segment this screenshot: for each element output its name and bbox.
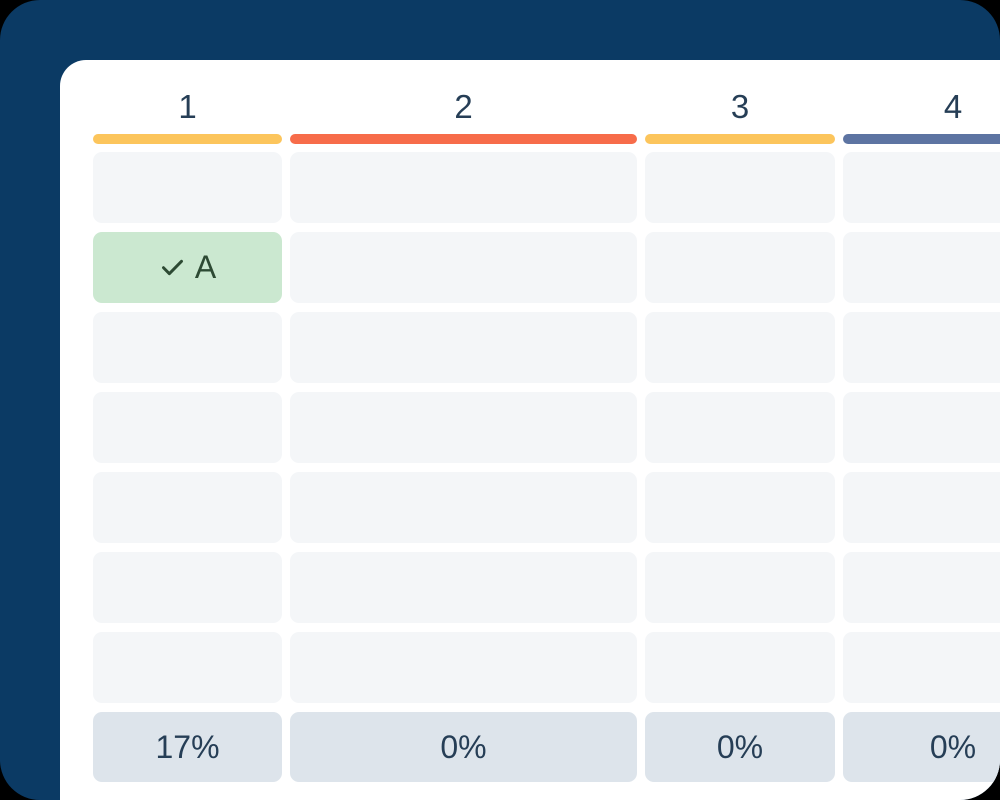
answer-cell[interactable] [93,312,282,383]
answer-cell[interactable] [290,312,637,383]
result-cell: 17% [93,712,282,782]
answer-cell[interactable] [290,632,637,703]
column-header-label: 3 [730,88,750,125]
answer-cell[interactable]: A [93,232,282,303]
answer-cell[interactable] [645,472,835,543]
column-header-label: 2 [454,88,473,125]
answer-cell[interactable] [93,632,282,703]
column-header-label: 1 [178,88,197,125]
answer-cell[interactable] [645,552,835,623]
answer-cell[interactable] [290,232,637,303]
results-board: 1 A 17% 2 0% 3 0% 4 0% [60,60,1000,800]
column-color-bar [93,134,282,144]
answer-cell[interactable] [645,312,835,383]
answer-cell[interactable] [93,392,282,463]
result-cell: 0% [645,712,835,782]
answer-cell[interactable] [645,232,835,303]
answer-cell[interactable] [93,552,282,623]
answer-cell[interactable] [645,152,835,223]
result-cell: 0% [843,712,1000,782]
check-icon [161,259,183,276]
answer-cell[interactable] [843,312,1000,383]
grid-column-4: 4 0% [843,60,1000,782]
answer-cell[interactable] [290,472,637,543]
grid-column-1: 1 A 17% [93,60,282,782]
answers-grid: 1 A 17% 2 0% 3 0% 4 0% [60,60,1000,782]
column-color-bar [645,134,835,144]
answer-cell[interactable] [843,552,1000,623]
answer-cell[interactable] [93,472,282,543]
column-color-bar [290,134,637,144]
answer-cell[interactable] [93,152,282,223]
answer-cell[interactable] [843,472,1000,543]
answer-cell[interactable] [290,392,637,463]
column-cells [843,152,1000,712]
answer-cell[interactable] [843,392,1000,463]
column-cells: A [93,152,282,712]
column-cells [290,152,637,712]
column-cells [645,152,835,712]
column-header-label: 4 [943,88,963,125]
answer-cell[interactable] [843,152,1000,223]
answer-cell[interactable] [645,632,835,703]
answer-cell[interactable] [843,632,1000,703]
answer-cell[interactable] [290,552,637,623]
result-cell: 0% [290,712,637,782]
grid-column-3: 3 0% [645,60,835,782]
answer-cell[interactable] [843,232,1000,303]
selected-answer-label: A [194,249,217,285]
column-color-bar [843,134,1000,144]
answer-cell[interactable] [290,152,637,223]
grid-column-2: 2 0% [290,60,637,782]
answer-cell[interactable] [645,392,835,463]
